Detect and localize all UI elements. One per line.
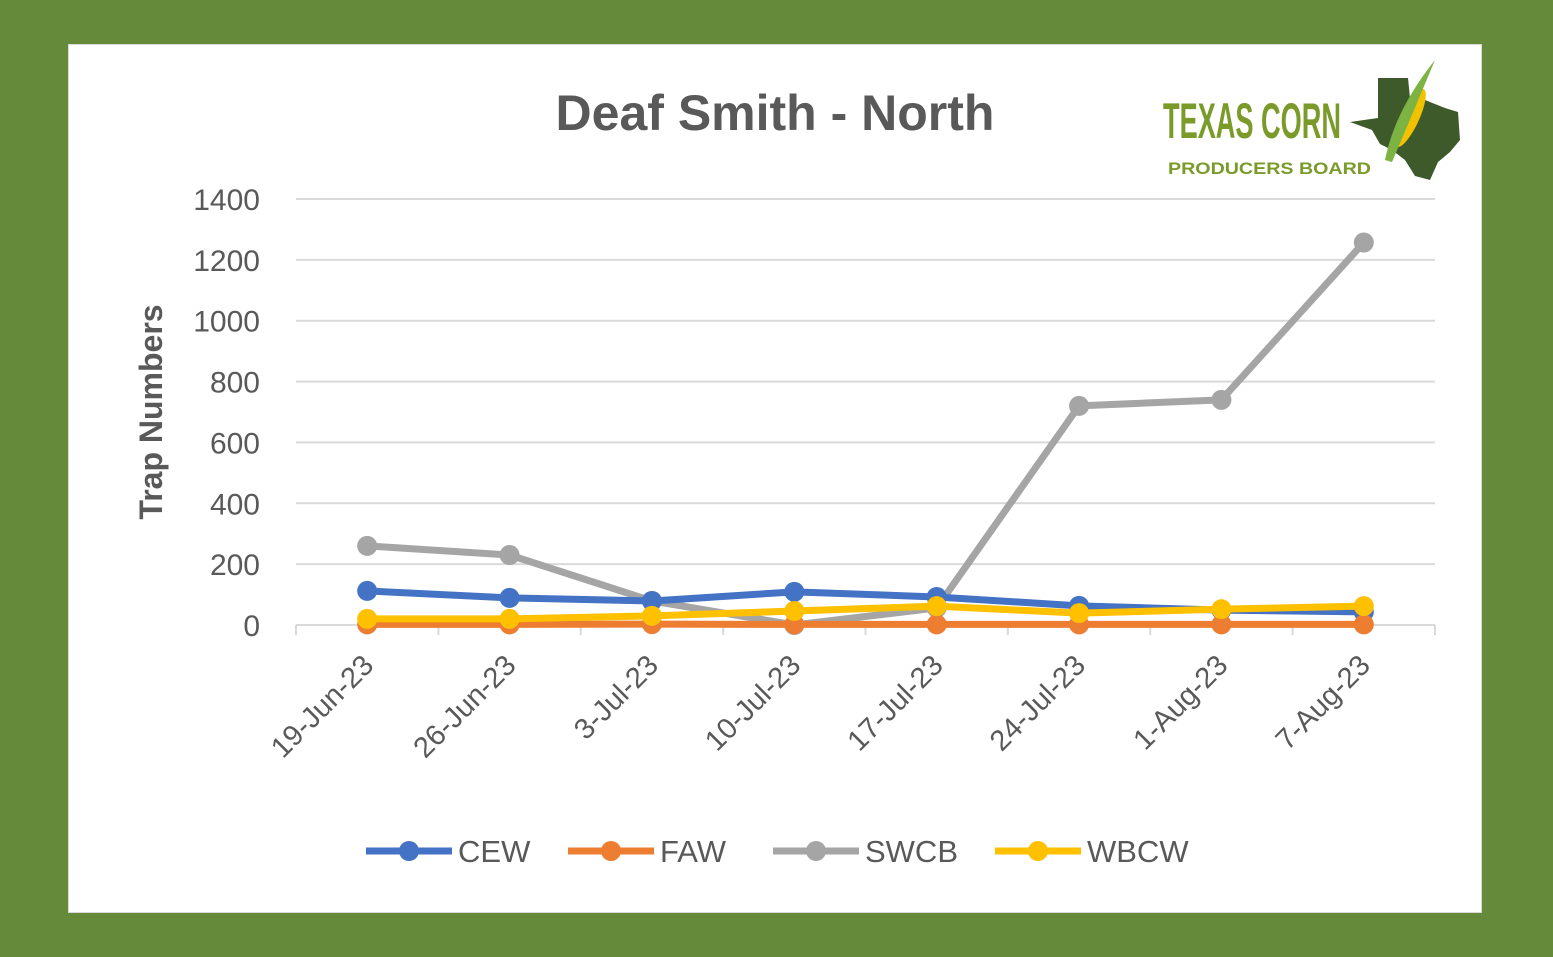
legend-marker — [806, 841, 826, 861]
y-tick-label: 200 — [210, 549, 260, 582]
data-point — [641, 590, 662, 611]
x-tick-label: 24-Jul-23 — [984, 649, 1092, 757]
y-tick-label: 600 — [210, 427, 260, 460]
data-point — [357, 580, 378, 601]
data-point — [357, 608, 378, 629]
data-point — [1211, 599, 1232, 620]
data-point — [1069, 603, 1090, 624]
texas-corn-logo: TEXAS CORN PRODUCERS BOARD — [1163, 60, 1460, 180]
chart-title: Deaf Smith - North — [556, 85, 995, 141]
x-tick-label: 7-Aug-23 — [1270, 649, 1377, 756]
legend-label: CEW — [458, 834, 531, 869]
x-tick-label: 10-Jul-23 — [699, 649, 807, 757]
data-point — [926, 614, 947, 635]
data-point — [1069, 395, 1090, 416]
data-point — [641, 605, 662, 626]
corn-leaf-icon — [1385, 60, 1435, 162]
data-point — [1211, 614, 1232, 635]
data-point — [1353, 596, 1374, 617]
data-point — [784, 601, 805, 622]
series-line — [367, 602, 1364, 623]
logo-title: TEXAS CORN — [1163, 93, 1341, 149]
legend-item-wbcw: WBCW — [995, 834, 1189, 869]
series-wbcw — [357, 596, 1374, 629]
legend-marker — [399, 841, 419, 861]
legend-item-faw: FAW — [568, 834, 727, 869]
logo-subtitle: PRODUCERS BOARD — [1168, 159, 1371, 178]
data-point — [357, 535, 378, 556]
data-point — [499, 545, 520, 566]
series-swcb — [357, 232, 1374, 635]
legend-item-cew: CEW — [366, 834, 531, 869]
data-point — [926, 596, 947, 617]
legend-marker — [601, 841, 621, 861]
y-tick-label: 1400 — [193, 184, 260, 217]
x-tick-label: 26-Jun-23 — [408, 649, 523, 764]
chart-panel — [68, 44, 1482, 913]
x-tick-label: 19-Jun-23 — [265, 649, 380, 764]
data-point — [1353, 232, 1374, 253]
series-line — [366, 240, 1367, 629]
x-tick-label: 1-Aug-23 — [1127, 649, 1234, 756]
data-point — [1211, 389, 1232, 410]
legend-label: WBCW — [1087, 834, 1189, 869]
y-tick-label: 1000 — [193, 306, 260, 339]
legend-item-swcb: SWCB — [773, 834, 958, 869]
y-tick-label: 0 — [243, 610, 260, 643]
data-point — [499, 608, 520, 629]
x-tick-label: 3-Jul-23 — [568, 649, 665, 746]
legend-marker — [1028, 841, 1048, 861]
y-tick-label: 1200 — [193, 245, 260, 278]
data-point — [784, 581, 805, 602]
y-tick-label: 800 — [210, 367, 260, 400]
data-point — [499, 587, 520, 608]
data-point — [1353, 614, 1374, 635]
legend-label: FAW — [660, 834, 727, 869]
x-tick-label: 17-Jul-23 — [842, 649, 950, 757]
legend-label: SWCB — [865, 834, 958, 869]
y-tick-label: 400 — [210, 488, 260, 521]
y-axis-label: Trap Numbers — [133, 304, 169, 519]
